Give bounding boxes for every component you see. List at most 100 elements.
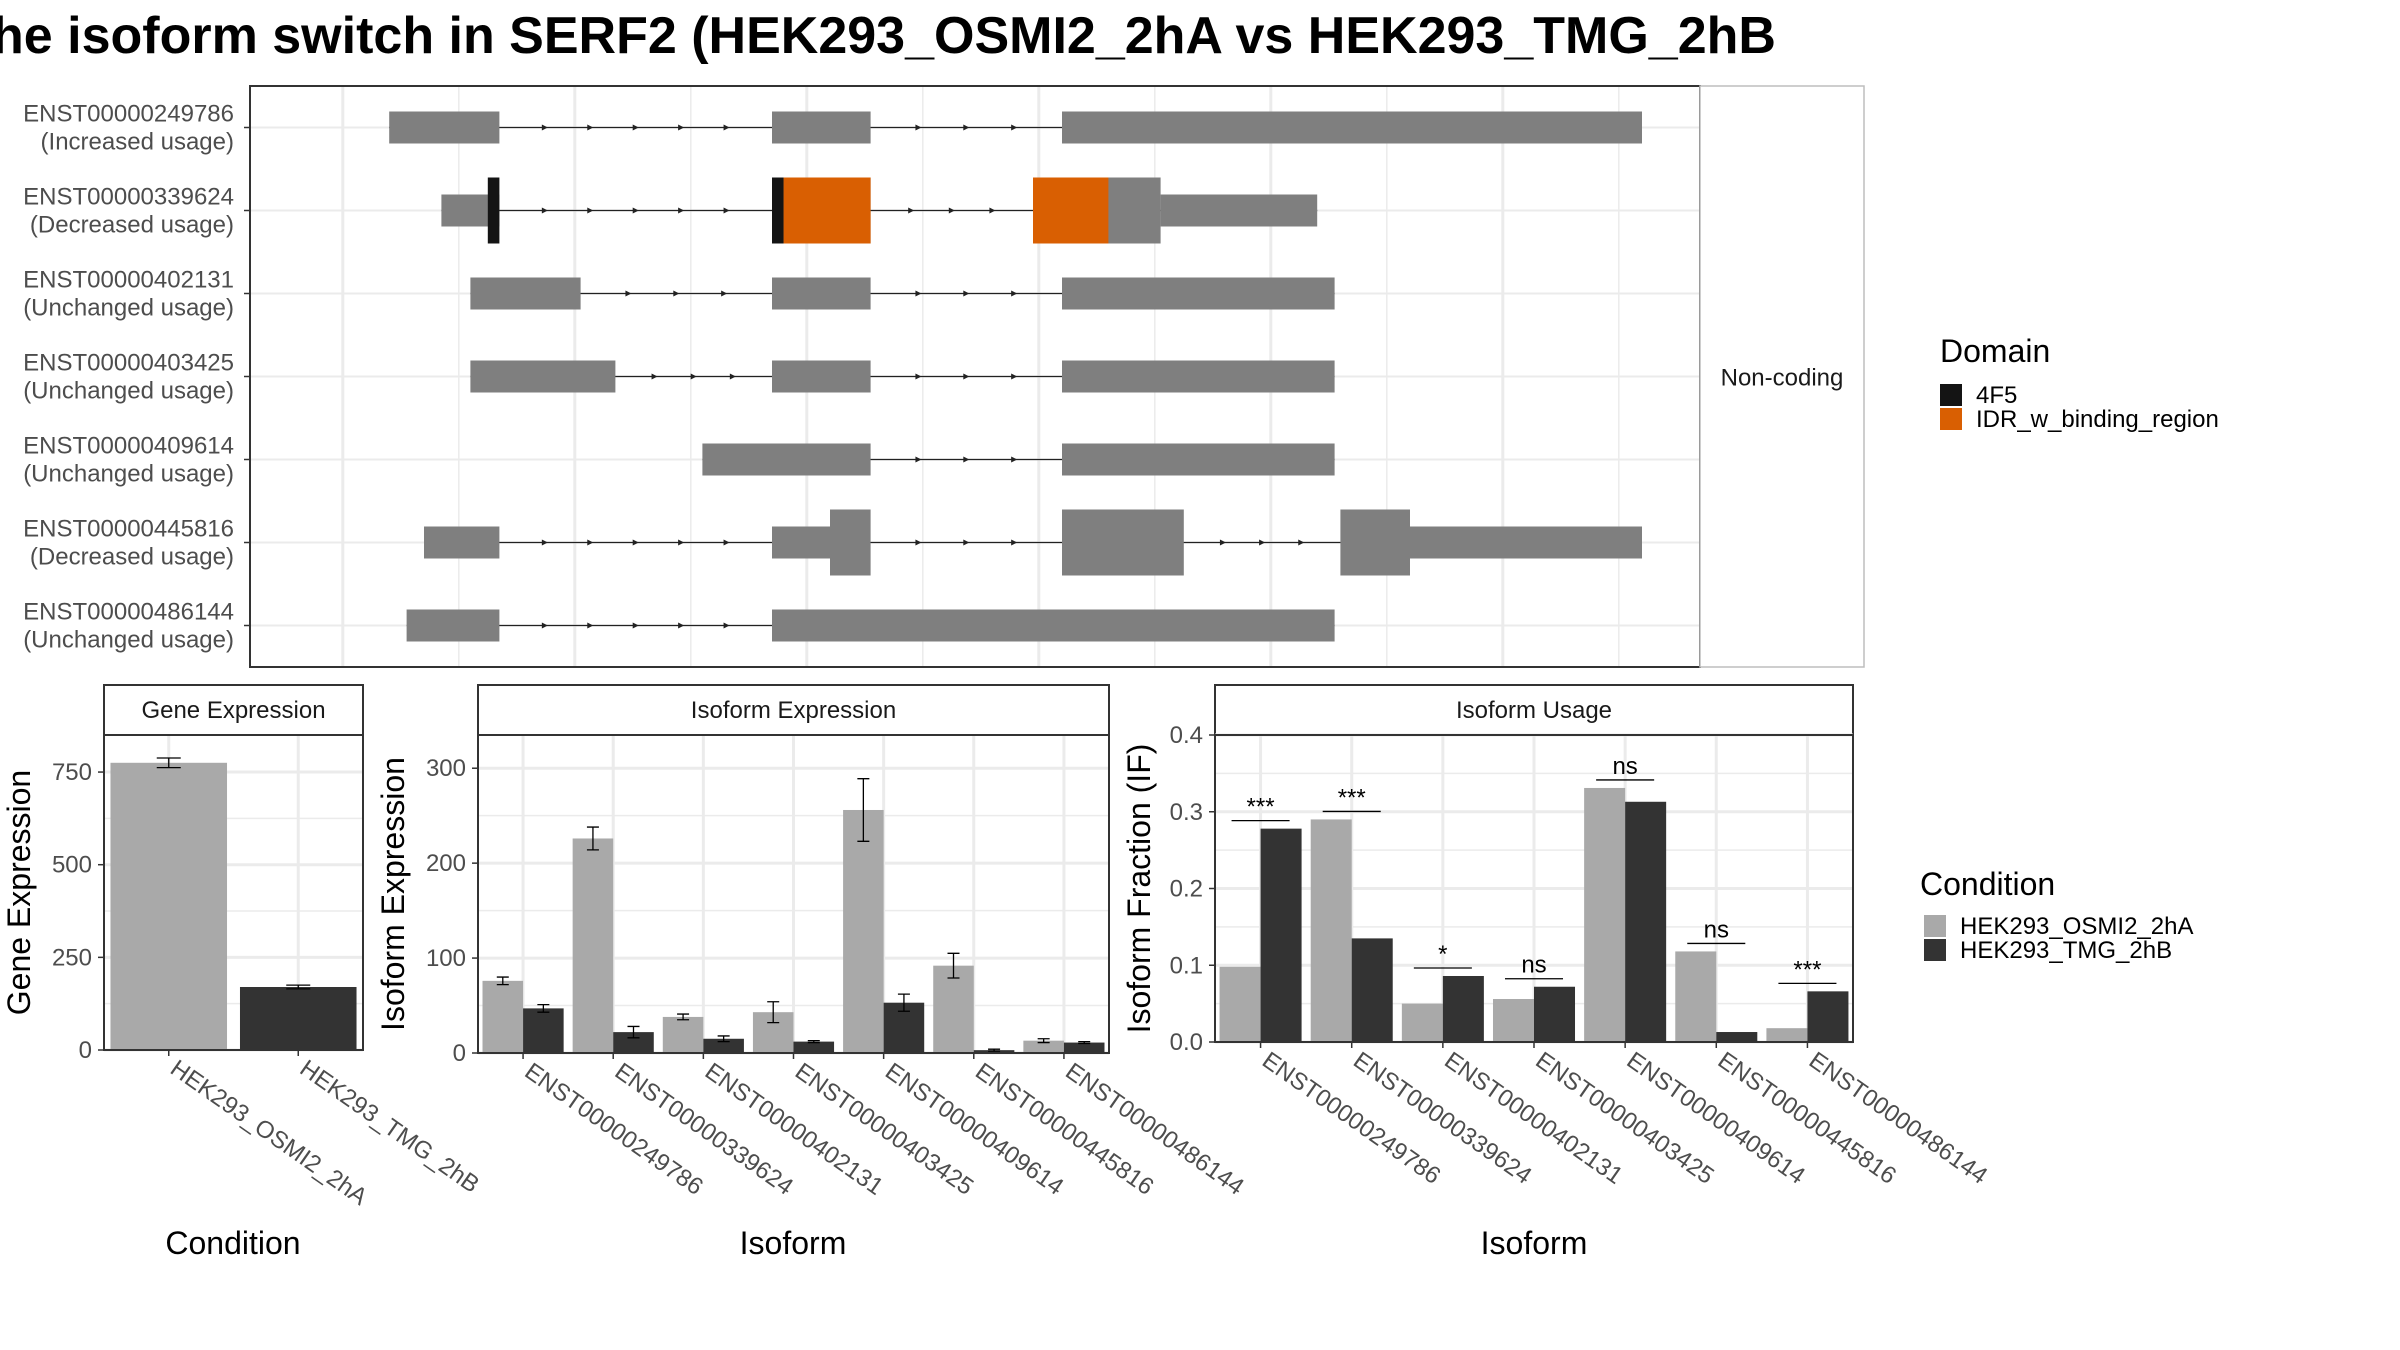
bar-condition-b bbox=[1534, 986, 1576, 1042]
intron-arrow bbox=[915, 539, 922, 546]
intron-arrow bbox=[587, 207, 594, 214]
significance-label: * bbox=[1438, 941, 1447, 968]
significance-label: ns bbox=[1612, 753, 1637, 780]
error-bar bbox=[627, 1025, 640, 1039]
chart-title: he isoform switch in SERF2 (HEK293_OSMI2… bbox=[0, 7, 1776, 65]
intron-arrow bbox=[908, 207, 915, 214]
y-tick-label: 0.0 bbox=[1170, 1029, 1203, 1056]
exon-block bbox=[389, 111, 500, 144]
intron-arrow bbox=[948, 207, 955, 214]
y-axis-title: Isoform Expression bbox=[375, 757, 411, 1031]
strip-title: Isoform Expression bbox=[691, 697, 896, 724]
intron-arrow bbox=[1298, 539, 1305, 546]
intron-arrow bbox=[915, 456, 922, 463]
y-tick-label: 750 bbox=[52, 759, 92, 786]
error-bar bbox=[537, 1003, 550, 1013]
error-bar bbox=[767, 1001, 780, 1024]
intron-arrow bbox=[989, 207, 996, 214]
intron-arrow bbox=[915, 373, 922, 380]
y-axis-title: Gene Expression bbox=[1, 770, 37, 1015]
transcript-id-label: ENST00000409614 bbox=[23, 433, 234, 460]
transcript-id-label: ENST00000445816 bbox=[23, 516, 234, 543]
significance-label: ns bbox=[1704, 916, 1729, 943]
bar-condition-a bbox=[572, 838, 614, 1053]
error-bar bbox=[717, 1035, 730, 1043]
intron-arrow bbox=[915, 124, 922, 131]
intron-arrow bbox=[963, 373, 970, 380]
domain-legend-title: Domain bbox=[1940, 333, 2050, 369]
significance-label: *** bbox=[1793, 956, 1821, 983]
intron-arrow bbox=[690, 373, 697, 380]
transcript-id-label: ENST00000249786 bbox=[23, 101, 234, 128]
exon-block bbox=[772, 526, 830, 559]
y-tick-label: 250 bbox=[52, 944, 92, 971]
transcript-usage-label: (Increased usage) bbox=[41, 129, 234, 156]
transcript-usage-label: (Unchanged usage) bbox=[23, 627, 234, 654]
x-axis-title: Isoform bbox=[740, 1225, 847, 1261]
bar-condition-a bbox=[1766, 1028, 1808, 1042]
intron-arrow bbox=[963, 290, 970, 297]
bar-condition-a bbox=[1584, 787, 1626, 1042]
strip-title-box bbox=[103, 684, 364, 736]
intron-arrow bbox=[678, 207, 685, 214]
bar-condition-b bbox=[1351, 938, 1393, 1042]
intron-arrow bbox=[729, 373, 736, 380]
intron-arrow bbox=[625, 290, 632, 297]
intron-arrow bbox=[651, 373, 658, 380]
error-bar bbox=[677, 1013, 690, 1021]
intron-arrow bbox=[963, 124, 970, 131]
exon-block bbox=[1160, 194, 1318, 227]
domain-legend-key bbox=[1940, 408, 1962, 430]
error-bar bbox=[988, 1048, 1001, 1052]
exon-block bbox=[1062, 360, 1335, 393]
intron-arrow bbox=[963, 456, 970, 463]
bar-condition-a bbox=[482, 980, 524, 1053]
plot-border bbox=[1214, 734, 1854, 1043]
y-tick-label: 0.2 bbox=[1170, 876, 1203, 903]
y-axis-title: Isoform Fraction (IF) bbox=[1121, 744, 1157, 1034]
intron-arrow bbox=[632, 539, 639, 546]
bar-condition-b bbox=[523, 1008, 564, 1053]
error-bar bbox=[496, 976, 509, 986]
intron-arrow bbox=[721, 290, 728, 297]
x-axis-title: Isoform bbox=[1481, 1225, 1588, 1261]
bar-condition-a bbox=[1401, 1003, 1443, 1042]
bar-condition-a bbox=[662, 1016, 704, 1053]
y-tick-label: 500 bbox=[52, 852, 92, 879]
intron-arrow bbox=[632, 622, 639, 629]
transcript-usage-label: (Unchanged usage) bbox=[23, 295, 234, 322]
exon-block bbox=[1062, 111, 1642, 144]
exon-block bbox=[1062, 277, 1335, 310]
domain-legend-label: IDR_w_binding_region bbox=[1976, 406, 2219, 433]
error-bar bbox=[286, 984, 311, 990]
transcript-usage-label: (Unchanged usage) bbox=[23, 461, 234, 488]
domain-legend-label: 4F5 bbox=[1976, 382, 2017, 409]
intron-arrow bbox=[587, 124, 594, 131]
transcript-usage-label: (Decreased usage) bbox=[30, 544, 234, 571]
significance-label: ns bbox=[1521, 952, 1546, 979]
domain-legend-key bbox=[1940, 384, 1962, 406]
intron-arrow bbox=[673, 290, 680, 297]
bar-condition-b bbox=[1625, 801, 1667, 1042]
transcript-id-label: ENST00000403425 bbox=[23, 350, 234, 377]
intron-arrow bbox=[1011, 124, 1018, 131]
intron-arrow bbox=[1219, 539, 1226, 546]
transcript-usage-label: (Decreased usage) bbox=[30, 212, 234, 239]
domain-4f5-block bbox=[487, 177, 500, 244]
y-tick-label: 0.3 bbox=[1170, 799, 1203, 826]
gene-structure-panel: ENST00000249786(Increased usage) ENST0000… bbox=[23, 85, 1865, 668]
y-tick-label: 0.4 bbox=[1170, 722, 1203, 749]
y-tick-label: 0 bbox=[453, 1040, 466, 1067]
bar-condition-b bbox=[239, 987, 357, 1050]
bar-condition-b bbox=[613, 1032, 654, 1053]
error-bar bbox=[807, 1040, 820, 1044]
intron-arrow bbox=[541, 207, 548, 214]
bar-condition-b bbox=[1063, 1042, 1105, 1053]
exon-block bbox=[470, 277, 581, 310]
intron-arrow bbox=[1011, 539, 1018, 546]
significance-label: *** bbox=[1247, 794, 1275, 821]
intron-arrow bbox=[541, 622, 548, 629]
exon-block bbox=[830, 509, 871, 576]
